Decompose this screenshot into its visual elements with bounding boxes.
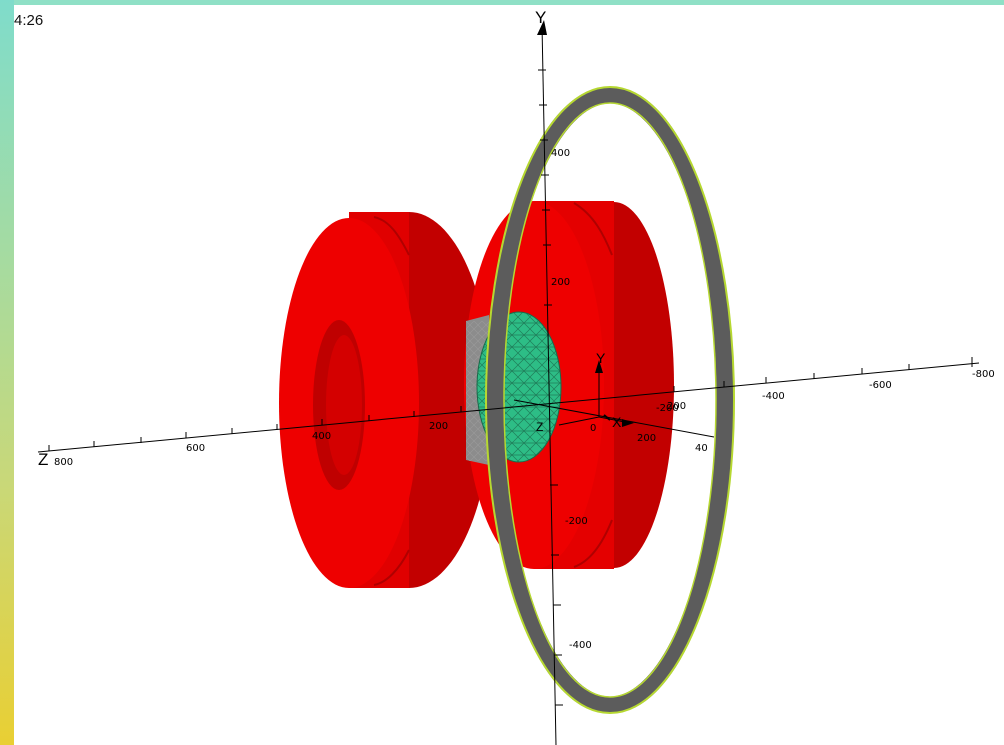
z-axis (37, 357, 980, 453)
origin-z-label: Z (536, 420, 543, 434)
3d-viewport[interactable]: Y Z Y X Z 800 600 400 200 -200 -400 -600… (14, 5, 1004, 745)
y-tick-label: -200 (565, 516, 588, 527)
origin-y-label: Y (596, 350, 606, 366)
y-axis (537, 20, 563, 745)
frame-left-bar (0, 0, 14, 745)
origin-triad (558, 360, 634, 427)
y-tick-label: 400 (551, 148, 570, 159)
z-tick-label: 600 (186, 443, 205, 454)
origin-tick-label: 200 (637, 433, 656, 444)
origin-tick-label: 40 (695, 443, 708, 454)
z-tick-label: 200 (429, 421, 448, 432)
y-tick-label: 200 (551, 277, 570, 288)
x-tick-label: -400 (762, 391, 785, 402)
y-axis-label: Y (535, 8, 546, 27)
frame-top-bar (0, 0, 1004, 5)
left-coil (279, 212, 492, 588)
outer-ring (485, 86, 735, 714)
z-tick-label: 800 (54, 457, 73, 468)
origin-tick-label: 200 (667, 401, 686, 412)
origin-tick-label: 0 (590, 423, 596, 434)
x-tick-label: -200 (656, 403, 679, 414)
x-tick-label: -600 (869, 380, 892, 391)
origin-x-label: X (612, 414, 622, 430)
mesh-core (466, 311, 562, 465)
scene-svg[interactable]: Y Z Y X Z 800 600 400 200 -200 -400 -600… (14, 5, 1004, 745)
y-tick-label: -400 (569, 640, 592, 651)
z-axis-label: Z (38, 450, 48, 469)
x-tick-label: -800 (972, 369, 995, 380)
z-tick-label: 400 (312, 431, 331, 442)
time-readout: 4:26 (14, 12, 44, 29)
